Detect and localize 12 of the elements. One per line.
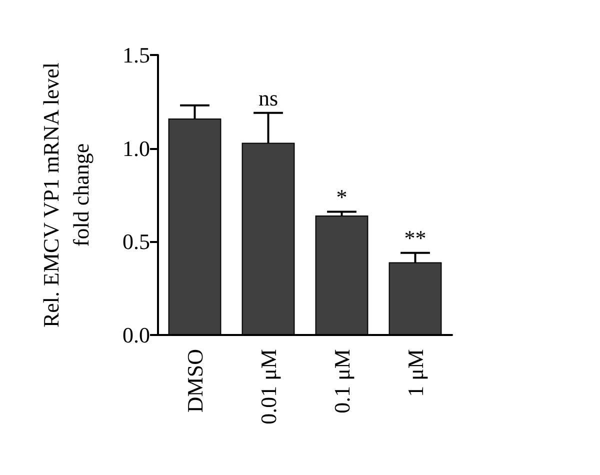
- y-tick-label: 0.5: [122, 229, 150, 254]
- x-tick-label: 1 μM: [402, 349, 428, 397]
- y-axis-title: Rel. EMCV VP1 mRNA level fold change: [38, 62, 94, 328]
- annotation: ns: [258, 85, 278, 110]
- x-tick-label: 0.01 μM: [256, 349, 281, 424]
- y-tick-label: 0.0: [122, 322, 150, 348]
- x-tick-label: 0.1 μM: [329, 349, 354, 414]
- x-tick-label: DMSO: [182, 349, 208, 413]
- y-tick-label: 1.5: [122, 42, 150, 68]
- y-tick-label: 1.0: [122, 136, 150, 161]
- annotation: **: [404, 225, 426, 250]
- annotation: *: [336, 184, 348, 210]
